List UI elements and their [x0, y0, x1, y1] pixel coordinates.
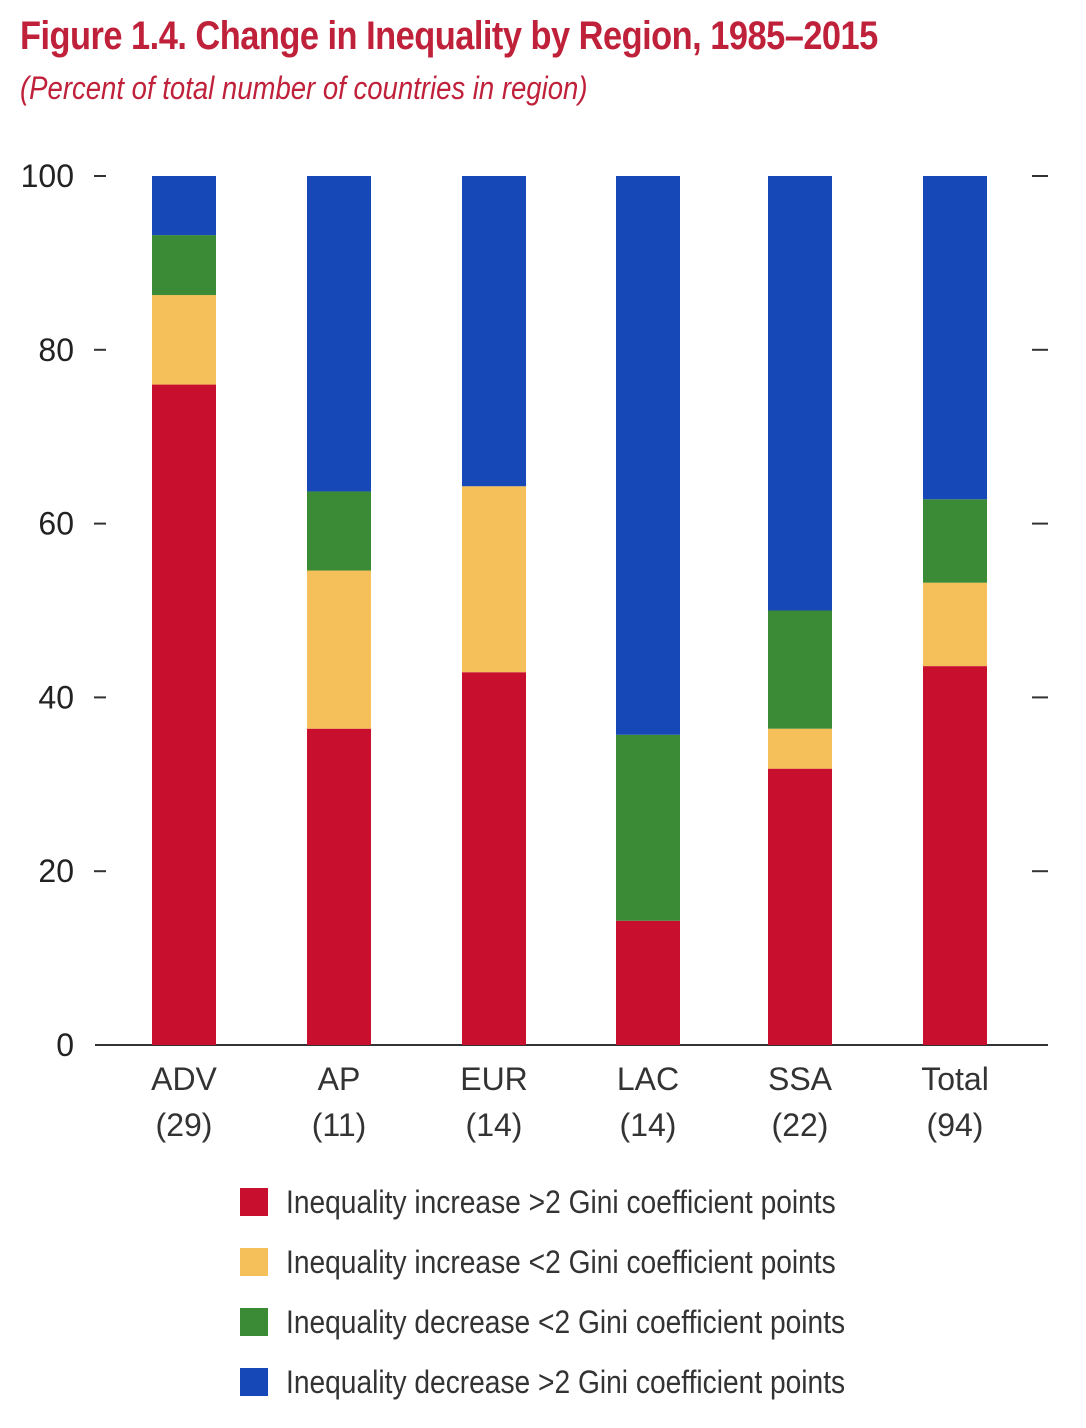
bar-segment-ap-decrease-large — [307, 176, 371, 492]
legend-item-decrease-large: Inequality decrease >2 Gini coefficient … — [240, 1352, 921, 1412]
bar-segment-ssa-decrease-small — [768, 610, 832, 729]
x-tick-count-lac: (14) — [620, 1107, 677, 1143]
x-tick-label-lac: LAC — [617, 1061, 679, 1097]
chart-title: Figure 1.4. Change in Inequality by Regi… — [20, 14, 878, 58]
bar-segment-adv-increase-large — [152, 384, 216, 1045]
x-tick-label-ssa: SSA — [768, 1061, 833, 1097]
bar-segment-total-increase-small — [923, 582, 987, 667]
bar-segment-lac-decrease-small — [616, 734, 680, 921]
x-tick-label-total: Total — [921, 1061, 989, 1097]
x-tick-count-ap: (11) — [312, 1107, 367, 1143]
bar-segment-total-decrease-large — [923, 176, 987, 500]
bar-segment-ap-increase-small — [307, 570, 371, 729]
chart-subtitle: (Percent of total number of countries in… — [20, 70, 588, 106]
x-tick-count-adv: (29) — [156, 1107, 213, 1143]
y-tick-label-0: 0 — [56, 1027, 74, 1063]
y-tick-label-60: 60 — [38, 506, 74, 542]
bar-segment-ap-decrease-small — [307, 491, 371, 571]
labels-layer: 0 20 40 60 80 100 ADV (29) AP (11) EUR (14) LAC (14) S… — [21, 158, 989, 1143]
bars-layer — [152, 176, 987, 1045]
chart-legend: Inequality increase >2 Gini coefficient … — [240, 1172, 921, 1412]
legend-item-increase-large: Inequality increase >2 Gini coefficient … — [240, 1172, 921, 1232]
x-tick-label-ap: AP — [318, 1061, 361, 1097]
bar-segment-adv-decrease-large — [152, 176, 216, 236]
x-tick-count-total: (94) — [927, 1107, 984, 1143]
legend-label-decrease-large: Inequality decrease >2 Gini coefficient … — [286, 1363, 846, 1400]
bar-segment-ssa-decrease-large — [768, 176, 832, 611]
bar-segment-total-decrease-small — [923, 499, 987, 583]
legend-swatch-increase-large — [240, 1188, 268, 1216]
bar-segment-lac-increase-large — [616, 920, 680, 1045]
y-tick-label-20: 20 — [38, 853, 74, 889]
y-tick-label-40: 40 — [38, 679, 74, 715]
legend-swatch-decrease-large — [240, 1368, 268, 1396]
legend-swatch-increase-small — [240, 1248, 268, 1276]
x-tick-label-eur: EUR — [460, 1061, 528, 1097]
axis-layer — [94, 175, 1048, 1046]
y-tick-label-80: 80 — [38, 332, 74, 368]
bar-segment-ssa-increase-small — [768, 728, 832, 769]
legend-item-decrease-small: Inequality decrease <2 Gini coefficient … — [240, 1292, 921, 1352]
bar-segment-eur-increase-large — [462, 672, 526, 1045]
x-tick-count-ssa: (22) — [772, 1107, 829, 1143]
x-tick-count-eur: (14) — [466, 1107, 523, 1143]
bar-segment-lac-decrease-large — [616, 176, 680, 735]
legend-label-increase-large: Inequality increase >2 Gini coefficient … — [286, 1183, 836, 1220]
bar-segment-adv-decrease-small — [152, 235, 216, 296]
bar-segment-total-increase-large — [923, 666, 987, 1045]
stacked-bar-chart: 0 20 40 60 80 100 ADV (29) AP (11) EUR (14) LAC (14) S… — [21, 158, 1048, 1143]
bar-segment-adv-increase-small — [152, 295, 216, 385]
bar-segment-ap-increase-large — [307, 728, 371, 1045]
bar-segment-eur-increase-small — [462, 486, 526, 673]
legend-label-increase-small: Inequality increase <2 Gini coefficient … — [286, 1243, 836, 1280]
legend-item-increase-small: Inequality increase <2 Gini coefficient … — [240, 1232, 921, 1292]
bar-segment-eur-decrease-large — [462, 176, 526, 487]
y-tick-label-100: 100 — [21, 158, 74, 194]
x-tick-label-adv: ADV — [151, 1061, 217, 1097]
legend-label-decrease-small: Inequality decrease <2 Gini coefficient … — [286, 1303, 846, 1340]
legend-swatch-decrease-small — [240, 1308, 268, 1336]
bar-segment-ssa-increase-large — [768, 768, 832, 1045]
